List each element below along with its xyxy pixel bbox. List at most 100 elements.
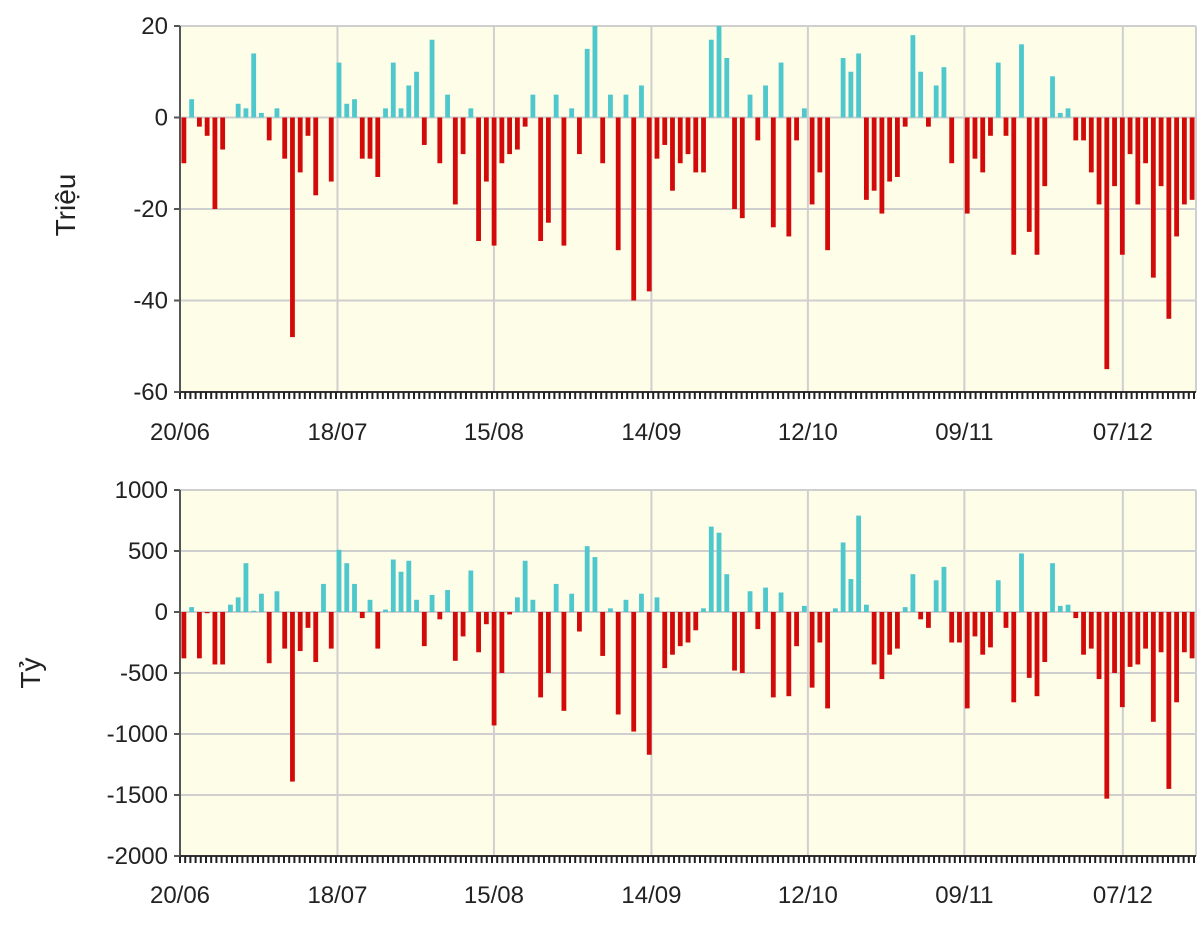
- y-tick-label: -60: [133, 379, 168, 406]
- y-tick-label: -1500: [107, 782, 168, 809]
- bar: [507, 117, 513, 155]
- bar: [390, 559, 396, 612]
- x-tick-label: 12/10: [778, 419, 838, 446]
- bar: [297, 117, 303, 173]
- bar: [1011, 612, 1017, 703]
- bar: [336, 62, 342, 118]
- bar: [623, 599, 629, 612]
- bar: [592, 557, 598, 612]
- bar: [670, 117, 675, 191]
- bar: [189, 607, 195, 612]
- bar: [1050, 563, 1055, 612]
- bar: [871, 612, 877, 665]
- bar: [724, 574, 730, 612]
- bar: [1065, 604, 1071, 612]
- bar: [313, 117, 319, 196]
- bar: [840, 58, 846, 118]
- bar: [677, 117, 683, 164]
- bar: [491, 117, 497, 246]
- bar: [483, 612, 489, 625]
- y-axis-title: Triệu: [50, 174, 81, 237]
- bar: [1135, 117, 1141, 205]
- bar: [375, 612, 381, 649]
- bar: [1143, 117, 1148, 164]
- bar: [321, 583, 326, 612]
- bar: [460, 117, 466, 155]
- bar: [437, 612, 443, 620]
- bar: [514, 117, 520, 150]
- bar: [1050, 76, 1055, 118]
- bar: [228, 604, 233, 612]
- bar: [755, 612, 761, 630]
- bar: [398, 108, 404, 118]
- bar: [654, 117, 660, 159]
- bar: [367, 599, 373, 612]
- bar: [863, 117, 869, 200]
- bar: [584, 48, 590, 118]
- bar: [437, 117, 443, 164]
- bar: [863, 604, 869, 612]
- bar: [1150, 117, 1156, 278]
- bar: [359, 117, 365, 159]
- bar: [1065, 108, 1071, 118]
- bar: [615, 612, 621, 715]
- bar: [708, 39, 714, 118]
- bar: [902, 117, 908, 127]
- x-tick-label: 15/08: [464, 419, 524, 446]
- bar: [344, 103, 350, 118]
- bar: [1150, 612, 1156, 722]
- bar: [336, 549, 342, 612]
- bar: [941, 67, 947, 118]
- y-tick-label: 1000: [115, 477, 168, 504]
- bar: [693, 117, 699, 173]
- bar: [383, 108, 388, 118]
- bar: [259, 112, 264, 118]
- bar: [1119, 117, 1125, 255]
- bar: [259, 593, 264, 612]
- bar: [631, 612, 637, 732]
- bar: [235, 103, 241, 118]
- bar: [763, 587, 768, 612]
- bar: [639, 593, 644, 612]
- bar: [964, 612, 970, 709]
- bar: [421, 117, 427, 145]
- bar: [196, 612, 202, 659]
- bar: [662, 117, 668, 145]
- bar: [530, 94, 536, 118]
- bar: [243, 108, 249, 118]
- bar: [600, 117, 606, 164]
- bar: [1189, 612, 1195, 659]
- bar: [949, 117, 955, 164]
- bar: [763, 85, 768, 118]
- y-tick-label: 0: [155, 105, 168, 132]
- bar: [530, 599, 536, 612]
- bar: [654, 597, 660, 612]
- bar: [809, 117, 815, 205]
- bar: [724, 58, 730, 118]
- bar: [778, 62, 784, 118]
- bar: [553, 94, 559, 118]
- bar: [352, 583, 357, 612]
- bar: [1174, 612, 1180, 703]
- bar: [879, 117, 885, 214]
- volume-chart-panel: 20 0 -20 -40 -60 20/06 18/07 15/08 14/09 12/10 09/…: [50, 13, 1197, 446]
- bar: [747, 591, 753, 612]
- bar: [623, 94, 629, 118]
- x-tick-label: 14/09: [621, 419, 681, 446]
- bar: [1026, 612, 1032, 678]
- bar: [887, 612, 893, 655]
- y-tick-label: -40: [133, 288, 168, 315]
- bar: [538, 612, 544, 698]
- bar: [274, 108, 280, 118]
- bar: [1189, 117, 1195, 200]
- x-tick-label: 20/06: [150, 419, 210, 446]
- bar: [778, 592, 784, 612]
- bar: [196, 117, 202, 127]
- bar: [809, 612, 815, 688]
- bar: [786, 117, 792, 237]
- y-tick-label: -2000: [107, 843, 168, 870]
- bar: [1042, 117, 1048, 187]
- bar: [918, 71, 924, 118]
- y-axis-title: Tỷ: [15, 657, 46, 688]
